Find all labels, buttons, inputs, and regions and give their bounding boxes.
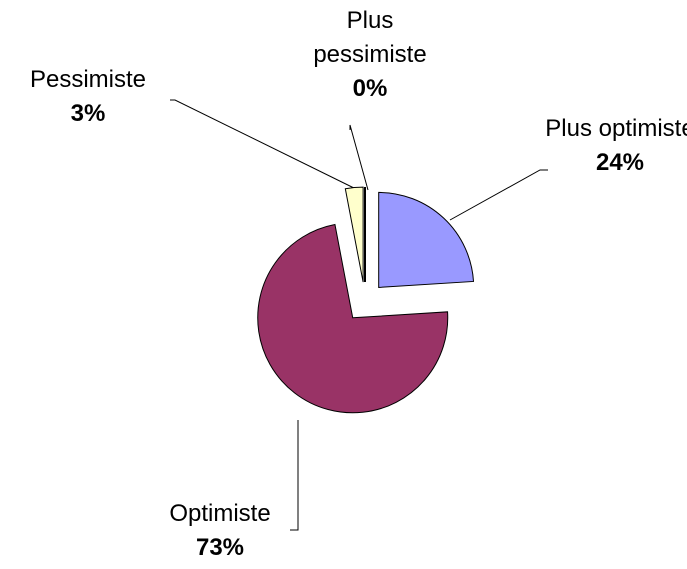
leader-line bbox=[449, 169, 548, 221]
value-label: 3% bbox=[70, 100, 106, 127]
leader-line bbox=[290, 420, 299, 531]
pie-slice bbox=[344, 186, 364, 283]
category-label: Pessimiste bbox=[29, 66, 147, 93]
value-label: 24% bbox=[595, 149, 645, 176]
pie-slice bbox=[378, 191, 475, 288]
slice-label: Plus optimiste 24% bbox=[545, 112, 687, 180]
slice-label: Pessimiste 3% bbox=[8, 63, 168, 131]
leader-line bbox=[349, 124, 369, 191]
category-label: Plus pessimiste bbox=[313, 7, 427, 68]
slice-label: Plus pessimiste 0% bbox=[290, 4, 450, 106]
category-label: Plus optimiste bbox=[545, 115, 687, 142]
value-label: 0% bbox=[352, 75, 388, 102]
category-label: Optimiste bbox=[169, 500, 271, 527]
leader-line bbox=[170, 99, 359, 191]
pie-slice bbox=[257, 223, 449, 414]
value-label: 73% bbox=[195, 534, 245, 561]
slice-label: Optimiste 73% bbox=[140, 497, 300, 565]
